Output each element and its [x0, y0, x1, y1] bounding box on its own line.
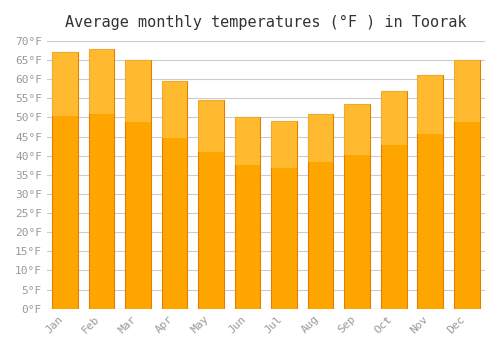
FancyBboxPatch shape	[126, 60, 151, 122]
Bar	[344, 104, 370, 309]
FancyBboxPatch shape	[418, 75, 443, 134]
Bar	[381, 91, 406, 309]
Bar	[235, 118, 260, 309]
FancyBboxPatch shape	[52, 52, 78, 117]
FancyBboxPatch shape	[272, 121, 297, 168]
FancyBboxPatch shape	[454, 60, 479, 122]
Bar	[418, 75, 443, 309]
Bar	[52, 52, 78, 309]
FancyBboxPatch shape	[235, 118, 260, 165]
FancyBboxPatch shape	[198, 100, 224, 152]
Bar	[162, 81, 188, 309]
FancyBboxPatch shape	[308, 114, 334, 162]
Title: Average monthly temperatures (°F ) in Toorak: Average monthly temperatures (°F ) in To…	[65, 15, 466, 30]
Bar	[308, 114, 334, 309]
FancyBboxPatch shape	[344, 104, 370, 155]
Bar	[454, 60, 479, 309]
FancyBboxPatch shape	[162, 81, 188, 138]
Bar	[272, 121, 297, 309]
FancyBboxPatch shape	[381, 91, 406, 145]
FancyBboxPatch shape	[89, 49, 114, 114]
Bar	[89, 49, 114, 309]
Bar	[198, 100, 224, 309]
Bar	[126, 60, 151, 309]
